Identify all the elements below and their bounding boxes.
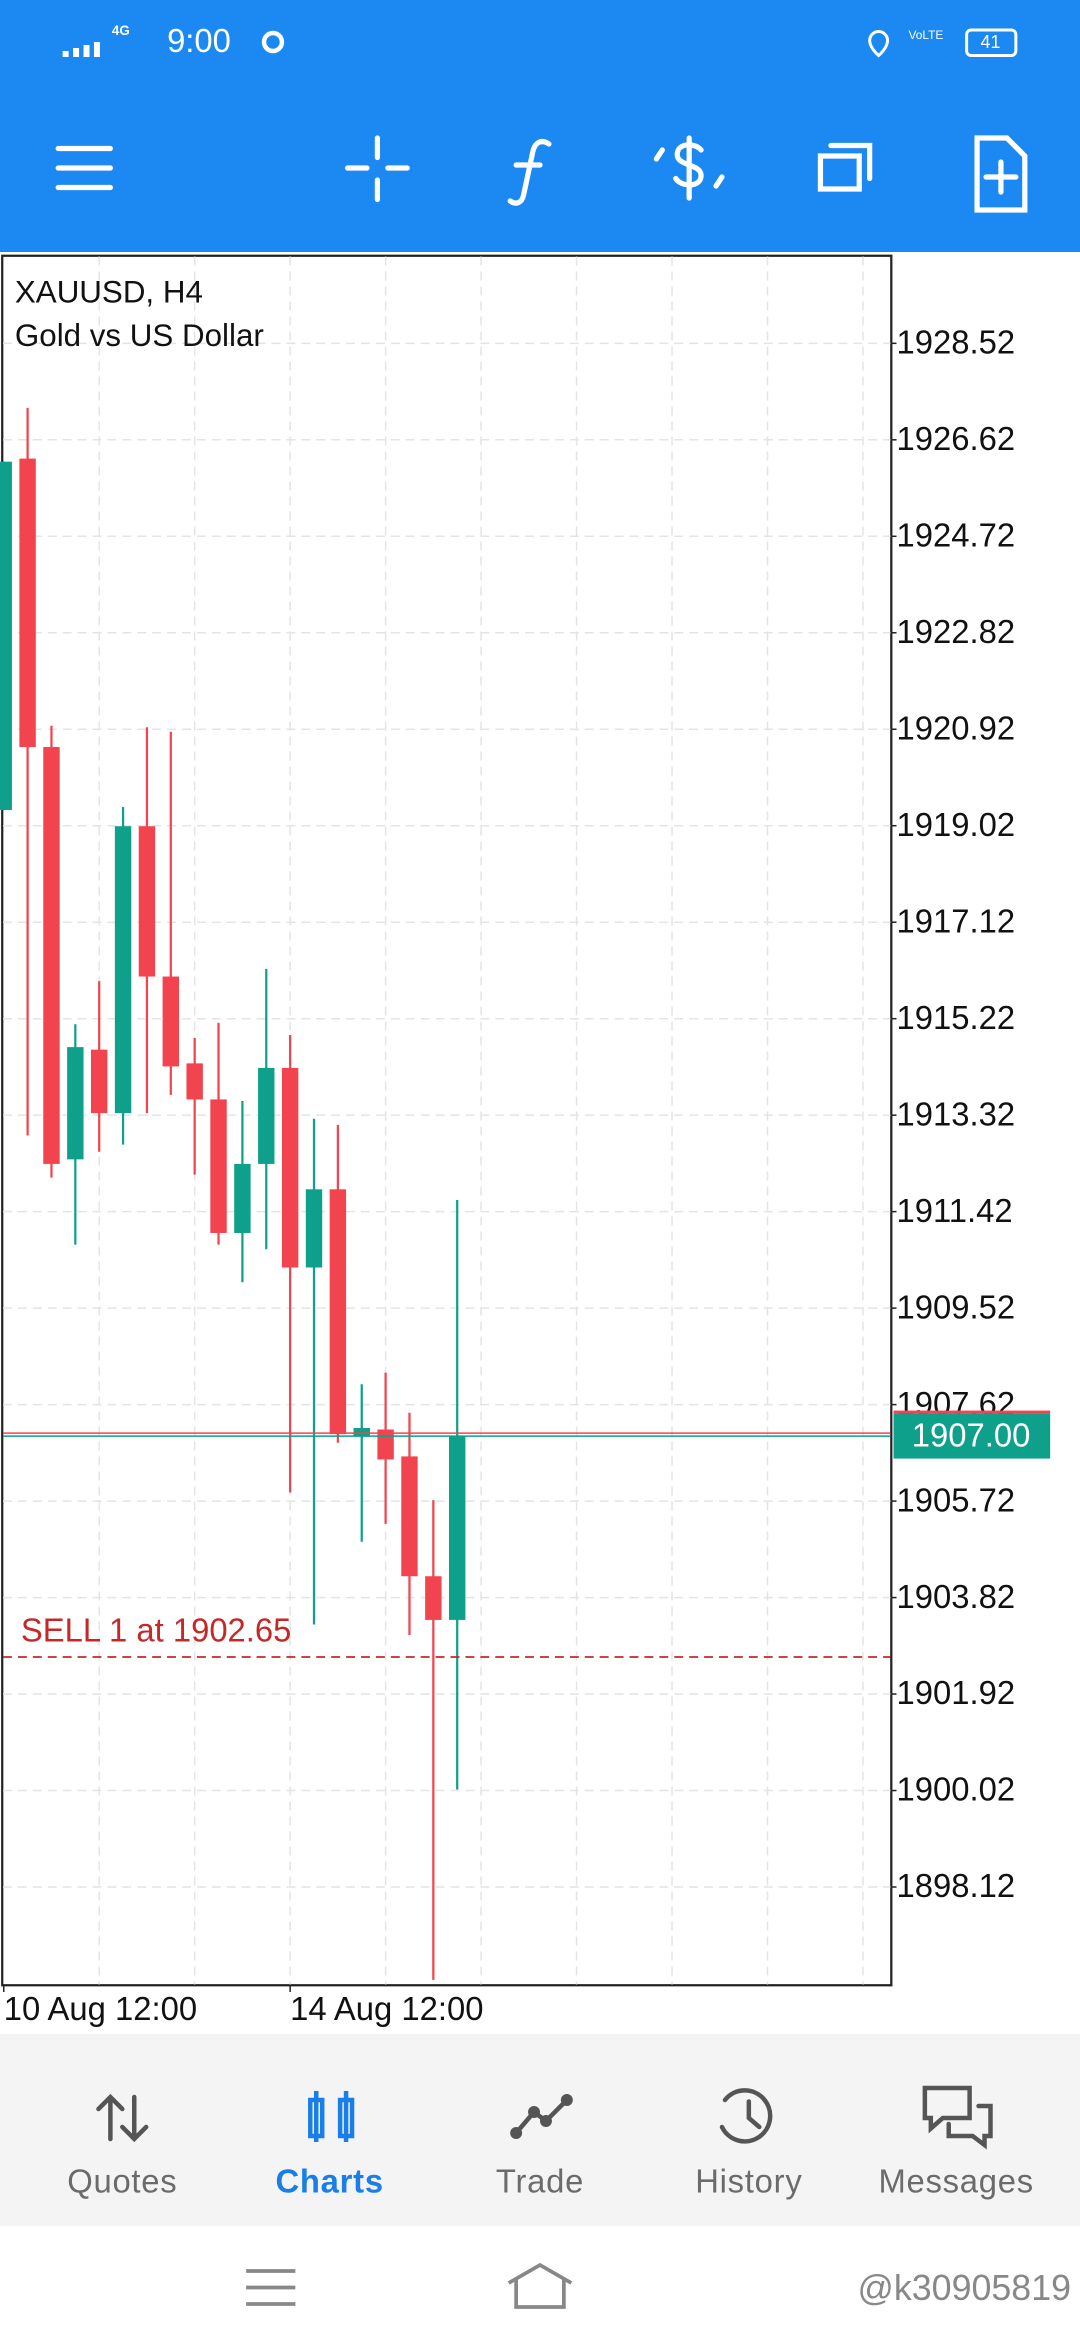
watermark: @k30905819 xyxy=(858,2268,1071,2308)
nav-tab[interactable]: Messages xyxy=(878,2163,1033,2200)
history-icon xyxy=(719,2088,773,2144)
nav-tab[interactable]: History xyxy=(695,2163,802,2200)
y-tick-label: 1900.02 xyxy=(897,1771,1016,1808)
settings-icon xyxy=(261,30,285,54)
price-label: 1907.00 xyxy=(912,1416,1031,1453)
y-tick-label: 1928.52 xyxy=(897,323,1016,360)
candle-body xyxy=(43,747,60,1164)
candle-body xyxy=(305,1189,323,1268)
nav-tab[interactable]: Trade xyxy=(496,2163,584,2200)
y-tick-label: 1898.12 xyxy=(897,1867,1016,1904)
signal-icon xyxy=(62,42,100,57)
candle-body xyxy=(90,1049,108,1114)
system-nav xyxy=(0,2226,1080,2340)
nav-tab[interactable]: Charts xyxy=(275,2163,383,2200)
y-tick-label: 1924.72 xyxy=(897,516,1016,553)
candle-body xyxy=(425,1576,442,1620)
candle-body xyxy=(449,1436,466,1620)
candle-body xyxy=(401,1456,418,1577)
chart-title: XAUUSD, H4 xyxy=(15,274,203,309)
y-tick-label: 1903.82 xyxy=(897,1578,1016,1615)
clock: 9:00 xyxy=(167,22,231,59)
y-tick-label: 1911.42 xyxy=(897,1192,1013,1229)
battery-level: 41 xyxy=(981,32,1001,52)
system-home-button[interactable] xyxy=(507,2262,573,2309)
messages-icon xyxy=(922,2085,993,2150)
chart-frame xyxy=(1,254,893,1987)
y-tick-label: 1926.62 xyxy=(897,420,1016,457)
y-tick-label: 1905.72 xyxy=(897,1481,1016,1518)
trade-icon xyxy=(513,2097,570,2136)
candle-body xyxy=(377,1429,394,1460)
candle-body xyxy=(210,1099,227,1233)
y-tick-label: 1917.12 xyxy=(897,902,1016,939)
price-label-bg xyxy=(893,1413,1051,1459)
new-order-button[interactable] xyxy=(974,135,1028,213)
indicators-button[interactable] xyxy=(507,138,552,206)
y-tick-label: 1909.52 xyxy=(897,1288,1016,1325)
x-tick-label: 10 Aug 12:00 xyxy=(4,1990,197,2027)
chart-subtitle: Gold vs US Dollar xyxy=(15,318,264,353)
candle-body xyxy=(162,976,180,1067)
candle-body xyxy=(19,458,36,748)
y-tick-label: 1922.82 xyxy=(897,613,1016,650)
trade-button[interactable] xyxy=(653,135,725,201)
candle-body xyxy=(114,826,132,1114)
candle-body xyxy=(258,1067,275,1164)
location-icon xyxy=(868,29,890,58)
candle-body xyxy=(353,1427,370,1436)
y-tick-label: 1919.02 xyxy=(897,806,1016,843)
volte-icon: VoLTE xyxy=(908,28,943,42)
y-tick-label: 1913.32 xyxy=(897,1095,1016,1132)
y-tick-label: 1915.22 xyxy=(897,999,1016,1036)
candle-body xyxy=(234,1163,251,1233)
network-type: 4G xyxy=(112,23,130,38)
candle-body xyxy=(329,1189,347,1435)
chart: 1928.52 1926.62 1924.72 1922.82 1920.92 1919.… xyxy=(0,256,1051,2027)
candle-body xyxy=(67,1047,84,1160)
battery-icon xyxy=(965,28,1018,57)
candle-body xyxy=(138,826,156,977)
ask-marker xyxy=(893,1410,1051,1414)
system-menu-button[interactable] xyxy=(246,2269,296,2306)
windows-button[interactable] xyxy=(817,142,873,192)
menu-button[interactable] xyxy=(55,145,113,191)
y-tick-label: 1901.92 xyxy=(897,1674,1016,1711)
x-tick-label: 14 Aug 12:00 xyxy=(290,1990,483,2027)
app-header xyxy=(0,0,1080,252)
quotes-icon xyxy=(96,2093,149,2143)
nav-tab[interactable]: Quotes xyxy=(67,2163,177,2200)
order-label: SELL 1 at 1902.65 xyxy=(21,1612,292,1649)
candle-body xyxy=(281,1067,299,1268)
charts-icon xyxy=(308,2091,355,2142)
bottom-nav xyxy=(0,2034,1080,2226)
y-tick-label: 1920.92 xyxy=(897,709,1016,746)
candle-body xyxy=(186,1063,203,1100)
candle-body xyxy=(0,461,12,810)
crosshair-button[interactable] xyxy=(344,135,410,203)
